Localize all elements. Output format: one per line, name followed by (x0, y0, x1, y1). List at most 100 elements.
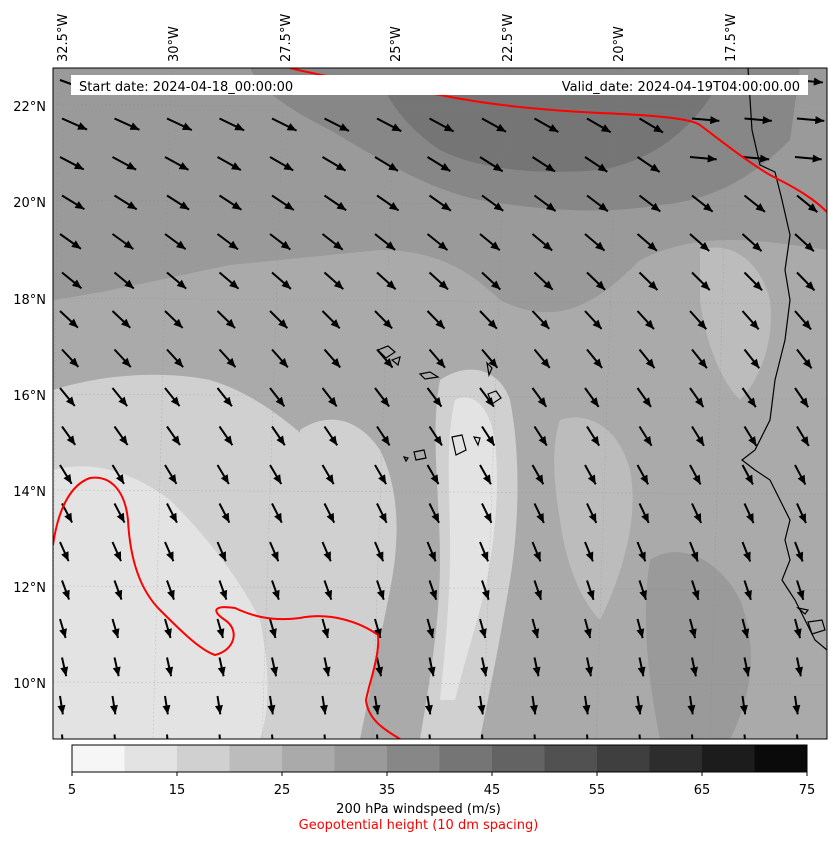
wind-arrow-head (644, 319, 654, 330)
wind-arrow-head (229, 279, 239, 289)
valid-date-label: Valid_date: 2024-04-19T04:00:00.00 (562, 80, 800, 95)
wind-arrow-head (430, 474, 439, 485)
wind-arrow-head (750, 358, 760, 369)
wind-arrow-head (595, 241, 605, 251)
wind-arrow-head (284, 201, 294, 211)
wind-arrow-shaft (113, 734, 116, 739)
wind-arrow-head (382, 319, 393, 329)
wind-arrow-head (588, 513, 597, 523)
wind-arrow-head (691, 590, 700, 600)
wind-arrow-head (792, 704, 801, 715)
wind-arrow-head (386, 280, 396, 290)
lon-label: 25°W (389, 26, 404, 62)
wind-arrow-head (694, 397, 704, 408)
wind-arrow-head (166, 551, 174, 562)
wind-arrow-head (647, 241, 657, 251)
wind-arrow-head (71, 279, 82, 289)
wind-arrow-head (223, 396, 232, 407)
lon-label: 20°W (612, 26, 627, 62)
wind-arrow-head (168, 474, 177, 484)
wind-arrow-head (480, 551, 489, 562)
lat-label: 12°N (13, 581, 46, 596)
wind-arrow-head (375, 666, 384, 677)
wind-arrow-head (429, 589, 438, 600)
wind-arrow-head (813, 77, 823, 86)
wind-arrow-head (162, 704, 171, 715)
wind-arrow-shaft (586, 734, 589, 739)
colorbar-tick-label: 75 (799, 783, 816, 798)
africa-coastline (741, 68, 827, 651)
wind-arrow-head (220, 474, 229, 484)
wind-arrow-head (540, 319, 550, 329)
colorbar-segment (72, 745, 125, 772)
wind-arrow-head (793, 628, 802, 639)
wind-arrow-head (639, 589, 647, 600)
wind-arrow-head (324, 589, 333, 600)
wind-arrow-head (217, 666, 226, 677)
wind-arrow-head (388, 162, 398, 171)
wind-arrow-head (374, 628, 382, 639)
wind-arrow-head (328, 435, 338, 446)
wind-vectors (57, 77, 825, 739)
wind-arrow-head (739, 704, 748, 715)
wind-arrow-head (431, 512, 440, 523)
wind-arrow-head (545, 163, 556, 172)
wind-arrow-head (274, 512, 282, 523)
wind-arrow-head (795, 666, 803, 677)
wind-arrow-head (372, 704, 381, 715)
wind-arrow-head (645, 358, 655, 369)
wind-arrow-head (477, 704, 486, 715)
wind-arrow-head (488, 358, 498, 368)
wind-arrow-head (379, 512, 387, 523)
wind-arrow-head (335, 162, 346, 171)
wind-arrow-head (637, 666, 646, 677)
wind-arrow-head (375, 551, 384, 562)
wind-arrow-shaft (743, 734, 746, 739)
colorbar-segment (282, 745, 335, 772)
wind-arrow-head (121, 357, 131, 368)
wind-arrow-head (391, 123, 402, 132)
wind-arrow-head (167, 589, 175, 600)
wind-arrow-head (219, 589, 228, 600)
wind-arrow-head (538, 435, 547, 446)
wind-arrow-head (281, 280, 291, 289)
colorbar-label: 200 hPa windspeed (m/s) (336, 802, 501, 817)
wind-arrow-head (643, 435, 652, 446)
lat-label: 10°N (13, 677, 46, 692)
wind-arrow-head (73, 161, 84, 170)
wind-arrow-head (585, 551, 594, 562)
wind-arrow-head (378, 474, 387, 485)
wind-arrow-head (383, 358, 393, 368)
contour-legend-label: Geopotential height (10 dm spacing) (298, 818, 539, 833)
wind-arrow-head (272, 589, 280, 600)
lat-label: 22°N (13, 100, 46, 115)
wind-arrow-head (491, 280, 501, 290)
wind-arrow-head (748, 436, 757, 446)
wind-arrow-head (234, 122, 245, 131)
wind-arrow-head (319, 704, 328, 715)
wind-arrow-head (436, 358, 446, 368)
wind-arrow-head (224, 435, 233, 446)
wind-arrow-head (129, 122, 140, 130)
wind-arrow-shaft (376, 734, 379, 739)
wind-arrow-head (533, 551, 541, 562)
wind-arrow-head (545, 202, 556, 212)
wind-arrow-head (126, 161, 137, 170)
contour-southwest (53, 476, 401, 739)
wind-arrow-head (634, 704, 643, 715)
windspeed-field (53, 68, 827, 739)
lat-label: 18°N (13, 293, 46, 308)
wind-arrow-head (492, 163, 503, 172)
wind-arrow-head (749, 319, 759, 330)
wind-arrow-head (62, 589, 70, 600)
wind-arrow-head (752, 281, 763, 291)
lat-label: 16°N (13, 389, 46, 404)
wind-arrow-head (536, 513, 544, 523)
wind-arrow-head (432, 397, 442, 407)
wind-arrow-head (743, 551, 751, 562)
colorbar-segment (492, 745, 545, 772)
wind-arrow-head (746, 513, 754, 524)
wind-arrow-head (170, 396, 180, 407)
wind-arrow-head (482, 474, 491, 485)
wind-arrow-head (330, 319, 340, 329)
